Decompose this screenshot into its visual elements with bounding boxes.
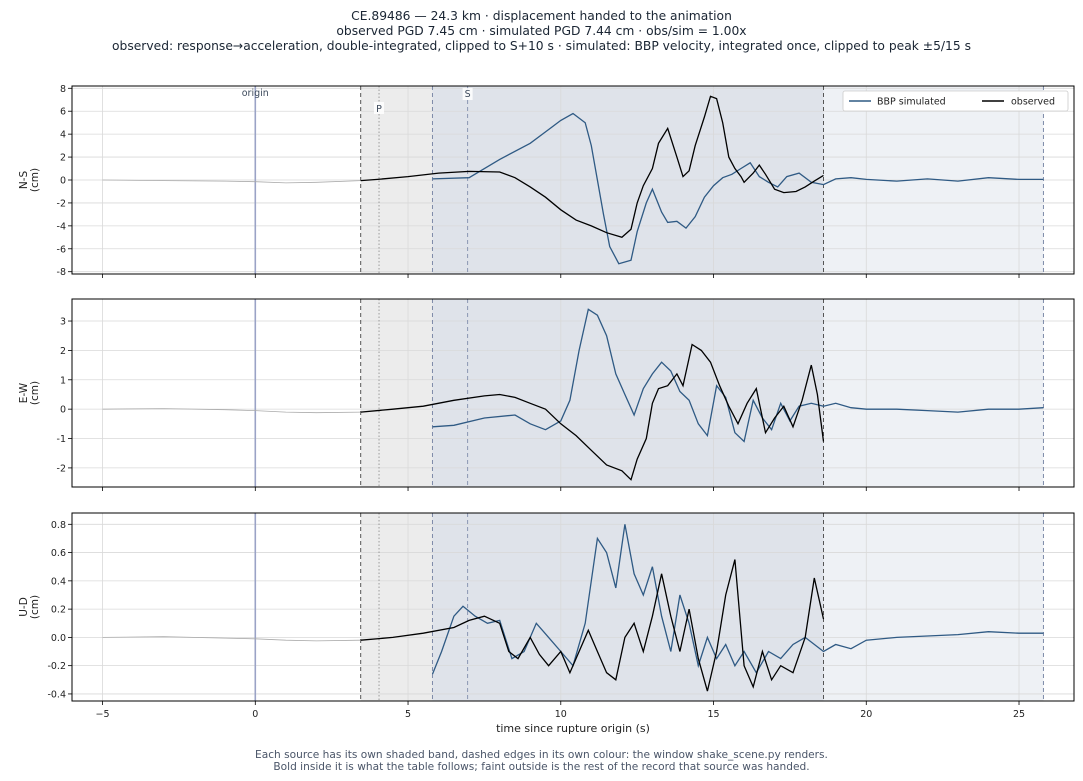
y-tick-label: 0: [60, 405, 66, 416]
x-tick-label: −5: [96, 709, 110, 720]
faint-pre-window-trace: [102, 179, 361, 184]
p-label-bg: [374, 102, 385, 114]
y-tick-label: 3: [60, 317, 66, 328]
x-tick-label: 15: [707, 709, 719, 720]
y-axis-label: (cm): [29, 168, 41, 192]
y-tick-label: -2: [57, 198, 66, 209]
s-label-bg: [462, 88, 473, 100]
y-tick-label: 2: [60, 153, 66, 164]
panel-frame: [71, 298, 1075, 488]
y-tick-label: 0.8: [51, 520, 66, 531]
y-tick-label: 0.6: [51, 548, 66, 559]
simulated-window-band: [823, 299, 1044, 487]
legend: BBP simulated observed: [842, 90, 1069, 112]
p-label: P: [376, 104, 382, 115]
footer-note-line-1: Each source has its own shaded band, das…: [255, 749, 828, 761]
overlap-window-band: [432, 299, 824, 487]
series-group: [102, 308, 1044, 481]
faint-pre-window-trace: [102, 408, 361, 414]
legend-simulated-label: BBP simulated: [877, 97, 946, 108]
series-group: [102, 524, 1044, 692]
y-tick-label: 6: [60, 107, 66, 118]
y-tick-label: -2: [57, 463, 66, 474]
y-tick-label: 0: [60, 176, 66, 187]
chart-title-line-2: observed PGD 7.45 cm · simulated PGD 7.4…: [336, 24, 747, 38]
y-tick-label: 2: [60, 346, 66, 357]
y-tick-label: -6: [57, 244, 66, 255]
x-tick-label: 20: [860, 709, 872, 720]
x-tick-label: 10: [555, 709, 567, 720]
y-tick-label: 8: [60, 84, 66, 95]
s-label: S: [465, 89, 471, 100]
simulated-window-band: [823, 513, 1044, 701]
y-tick-label: 0.2: [51, 605, 66, 616]
simulated-series-line: [432, 112, 1044, 265]
observed-series-line: [360, 343, 825, 481]
panel-frame: [71, 512, 1075, 702]
y-axis-label: E-W: [18, 382, 30, 403]
y-axis-label: N-S: [18, 171, 30, 190]
y-tick-label: 0.0: [51, 633, 66, 644]
observed-window-band: [360, 513, 433, 701]
origin-label: origin: [242, 88, 269, 99]
panel-0: -8 -6 -4 -2 0 2 4 6 8 N-S (cm) origin P S BBP simulate…: [18, 84, 1075, 278]
y-tick-label: -1: [57, 434, 66, 445]
y-tick-label: 4: [60, 130, 66, 141]
y-tick-label: -0.2: [47, 661, 66, 672]
y-tick-label: -0.4: [47, 689, 66, 700]
observed-window-band: [360, 299, 433, 487]
legend-box: [842, 90, 1069, 112]
series-group: [102, 95, 1044, 265]
observed-series-line: [360, 95, 824, 239]
y-tick-label: 1: [60, 375, 66, 386]
simulated-series-line: [431, 524, 1044, 675]
y-axis-label: (cm): [29, 595, 41, 619]
chart-title-line-3: observed: response→acceleration, double-…: [112, 39, 971, 53]
y-tick-label: 0.4: [51, 576, 66, 587]
simulated-series-line: [432, 308, 1044, 443]
panel-2: -0.4 -0.2 0.0 0.2 0.4 0.6 0.8 U-D (cm) −5 0 5 10 15 20…: [18, 512, 1075, 735]
legend-observed-label: observed: [1011, 97, 1055, 108]
panel-1: -2 -1 0 1 2 3 E-W (cm): [18, 298, 1075, 491]
y-tick-label: -4: [57, 221, 66, 232]
x-tick-label: 0: [252, 709, 258, 720]
x-tick-label: 5: [405, 709, 411, 720]
faint-pre-window-trace: [102, 636, 361, 642]
y-axis-label: U-D: [18, 597, 30, 617]
observed-series-line: [360, 559, 825, 692]
x-axis-label: time since rupture origin (s): [496, 722, 650, 735]
y-tick-label: -8: [57, 267, 66, 278]
y-axis-label: (cm): [29, 381, 41, 405]
chart-title-line-1: CE.89486 — 24.3 km · displacement handed…: [351, 9, 732, 23]
x-tick-label: 25: [1013, 709, 1025, 720]
footer-note-line-2: Bold inside it is what the table follows…: [273, 761, 810, 773]
